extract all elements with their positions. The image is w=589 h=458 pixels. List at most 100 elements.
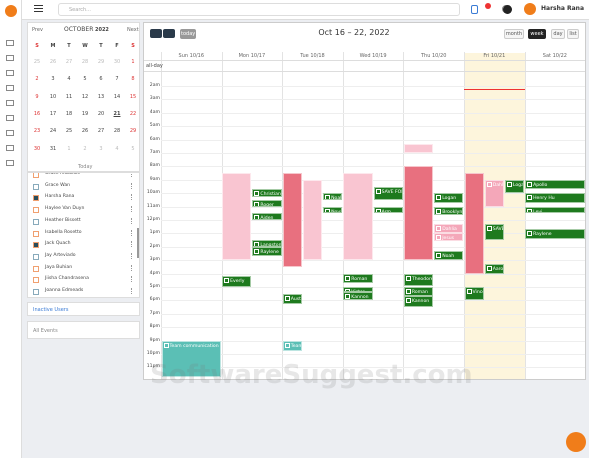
user-menu[interactable] (131, 182, 133, 189)
user-menu[interactable] (131, 264, 133, 271)
event[interactable]: Noah (434, 250, 464, 261)
day-cell[interactable]: 2 (83, 145, 87, 152)
next-link[interactable]: Next (127, 27, 139, 33)
event[interactable] (302, 179, 323, 261)
event[interactable]: Jesus (434, 233, 464, 242)
view-button[interactable]: week (528, 29, 546, 39)
event[interactable]: SAVE FOR IRC (373, 186, 403, 200)
event[interactable] (403, 166, 434, 261)
event[interactable]: Roman (343, 273, 373, 283)
event[interactable] (403, 143, 434, 153)
event[interactable]: Kannon (343, 292, 373, 301)
day-cell[interactable]: 19 (81, 110, 89, 117)
day-cell[interactable]: 26 (81, 128, 89, 135)
nav-icon[interactable] (6, 160, 14, 166)
day-cell[interactable]: 28 (81, 59, 89, 65)
user-checkbox[interactable] (33, 207, 39, 214)
event[interactable]: Aiden (252, 213, 282, 220)
nav-icon[interactable] (6, 70, 14, 76)
day-cell[interactable]: 3 (51, 76, 55, 83)
event[interactable]: Logan (504, 179, 525, 194)
event[interactable]: Kannon (403, 296, 434, 308)
day-cell[interactable]: 9 (35, 93, 39, 100)
user-checkbox[interactable] (33, 183, 39, 190)
day-cell[interactable]: 7 (115, 76, 119, 83)
user-checkbox[interactable] (33, 230, 39, 237)
day-cell[interactable]: 1 (131, 59, 135, 65)
day-cell[interactable]: 15 (129, 93, 137, 100)
view-button[interactable]: day (551, 29, 565, 39)
event[interactable]: Team communication (282, 340, 302, 352)
day-cell[interactable]: 17 (49, 110, 57, 117)
user-menu[interactable] (131, 241, 133, 248)
day-cell[interactable]: 23 (33, 128, 41, 135)
avatar[interactable] (524, 3, 536, 15)
day-cell[interactable]: 4 (67, 76, 71, 83)
user-checkbox[interactable] (33, 253, 39, 260)
day-cell[interactable]: 31 (49, 145, 57, 152)
day-cell[interactable]: 18 (65, 110, 73, 117)
event[interactable]: Logan (434, 193, 464, 203)
user-menu[interactable] (131, 206, 133, 213)
help-icon[interactable] (503, 5, 512, 14)
event[interactable]: Apollo (525, 179, 585, 190)
user-menu[interactable] (131, 194, 133, 201)
event[interactable]: Raylene (525, 229, 585, 239)
day-cell[interactable]: 25 (33, 59, 41, 65)
day-cell[interactable]: 14 (113, 93, 121, 100)
user-menu[interactable] (131, 276, 133, 283)
event[interactable]: SAVE IRC (484, 224, 504, 241)
user-checkbox[interactable] (33, 289, 39, 295)
nav-icon[interactable] (6, 115, 14, 121)
day-cell[interactable]: 21 (113, 110, 121, 117)
event[interactable]: Dahlia (434, 224, 464, 234)
prev-link[interactable]: Prev (32, 27, 43, 33)
event[interactable] (222, 173, 252, 261)
event[interactable]: Nova (323, 206, 343, 214)
user-checkbox[interactable] (33, 218, 39, 225)
user-checkbox[interactable] (33, 195, 39, 202)
day-cell[interactable]: 5 (83, 76, 87, 83)
event[interactable] (282, 173, 302, 267)
event[interactable]: Vincent (464, 287, 484, 301)
event[interactable]: Brooklyn (434, 206, 464, 215)
day-cell[interactable]: 29 (97, 59, 105, 65)
nav-icon[interactable] (6, 130, 14, 136)
nav-icon[interactable] (6, 145, 14, 151)
nav-icon[interactable] (6, 100, 14, 106)
day-cell[interactable]: 16 (33, 110, 41, 117)
day-cell[interactable]: 26 (49, 59, 57, 65)
view-button[interactable]: list (567, 29, 579, 39)
event[interactable]: Everly (222, 276, 252, 287)
user-menu[interactable] (131, 288, 133, 294)
today-button[interactable]: today (180, 29, 196, 39)
user-checkbox[interactable] (33, 173, 39, 178)
event[interactable] (464, 173, 484, 274)
day-cell[interactable]: 22 (129, 110, 137, 117)
user-menu[interactable] (131, 217, 133, 224)
event[interactable]: Raylene (252, 246, 282, 257)
user-checkbox[interactable] (33, 277, 39, 284)
view-button[interactable]: month (504, 29, 524, 39)
day-cell[interactable]: 8 (131, 76, 135, 83)
day-cell[interactable]: 11 (65, 93, 73, 100)
notification-icon[interactable] (471, 5, 478, 14)
day-cell[interactable]: 12 (81, 93, 89, 100)
search-box[interactable]: Search... (58, 3, 460, 16)
user-name[interactable]: Harsha Rana (541, 5, 584, 12)
user-checkbox[interactable] (33, 265, 39, 272)
inactive-users[interactable]: Inactive Users (27, 302, 140, 316)
nav-icon[interactable] (6, 40, 14, 46)
event[interactable]: Levi (525, 206, 585, 214)
event[interactable]: Christian (252, 189, 282, 198)
day-cell[interactable]: 2 (35, 76, 39, 83)
day-cell[interactable]: 1 (67, 145, 71, 152)
event[interactable]: Team communication (161, 340, 222, 377)
day-cell[interactable]: 10 (49, 93, 57, 100)
today-link[interactable]: Today (78, 164, 93, 170)
event[interactable]: Arm (373, 206, 403, 214)
nav-icon[interactable] (6, 55, 14, 61)
user-menu[interactable] (131, 173, 133, 177)
user-menu[interactable] (131, 229, 133, 236)
day-cell[interactable]: 25 (65, 128, 73, 135)
